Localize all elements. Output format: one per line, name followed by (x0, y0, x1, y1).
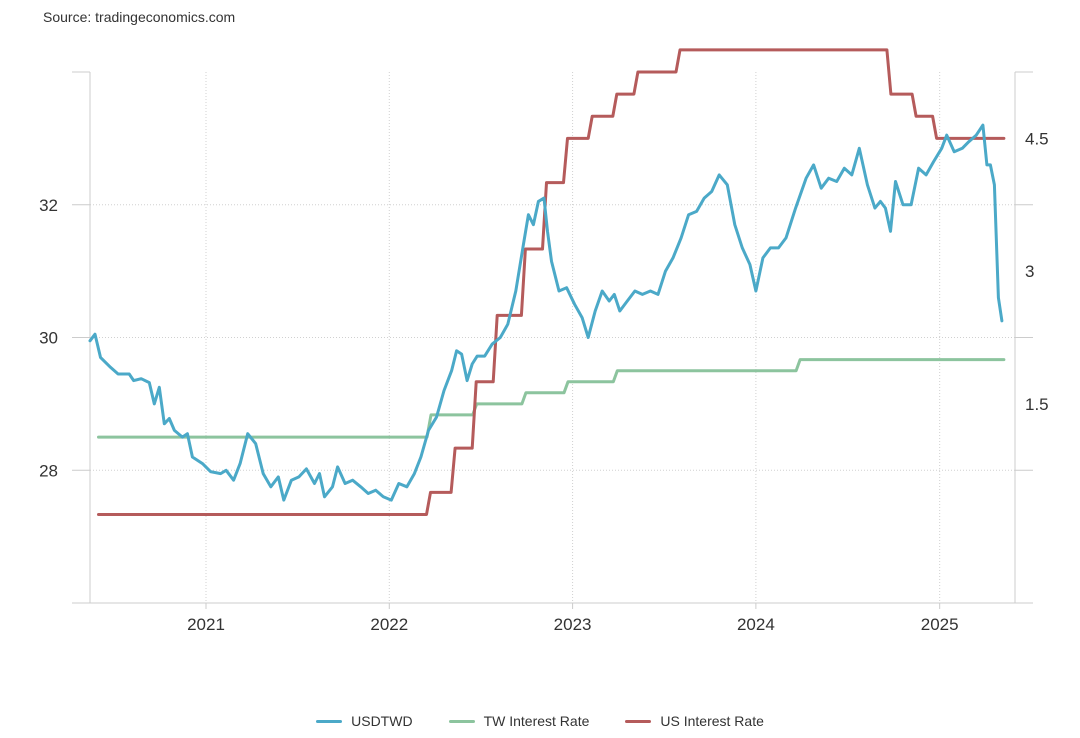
legend-label-usdtwd: USDTWD (351, 713, 413, 729)
legend-label-us-interest-rate: US Interest Rate (660, 713, 764, 729)
y-tick-label-left: 28 (39, 461, 58, 480)
legend-swatch-tw-interest-rate (448, 719, 475, 723)
x-tick-label: 2025 (921, 615, 959, 634)
x-tick-label: 2021 (187, 615, 225, 634)
series-line-us-interest-rate (97, 48, 1006, 516)
legend-swatch-us-interest-rate (625, 719, 652, 723)
legend-label-tw-interest-rate: TW Interest Rate (483, 713, 590, 729)
x-tick-label: 2022 (370, 615, 408, 634)
y-tick-label-right: 4.5 (1025, 129, 1049, 148)
legend-item-usdtwd[interactable]: USDTWD (316, 713, 413, 729)
y-tick-label-left: 32 (39, 196, 58, 215)
series-line-usdtwd (88, 123, 1004, 502)
y-tick-label-right: 1.5 (1025, 395, 1049, 414)
y-tick-label-right: 3 (1025, 262, 1034, 281)
x-tick-label: 2024 (737, 615, 775, 634)
legend: USDTWD TW Interest Rate US Interest Rate (0, 713, 1080, 729)
legend-item-tw-interest-rate[interactable]: TW Interest Rate (448, 713, 590, 729)
y-tick-label-left: 30 (39, 329, 58, 348)
series-line-tw-interest-rate (97, 358, 1006, 439)
line-chart: 28 30 32 1.5 3 4.5 2021 2022 2023 2024 2025 (39, 48, 1049, 634)
legend-swatch-usdtwd (316, 719, 343, 723)
x-tick-label: 2023 (554, 615, 592, 634)
source-note: Source: tradingeconomics.com (43, 9, 236, 25)
legend-item-us-interest-rate[interactable]: US Interest Rate (625, 713, 764, 729)
